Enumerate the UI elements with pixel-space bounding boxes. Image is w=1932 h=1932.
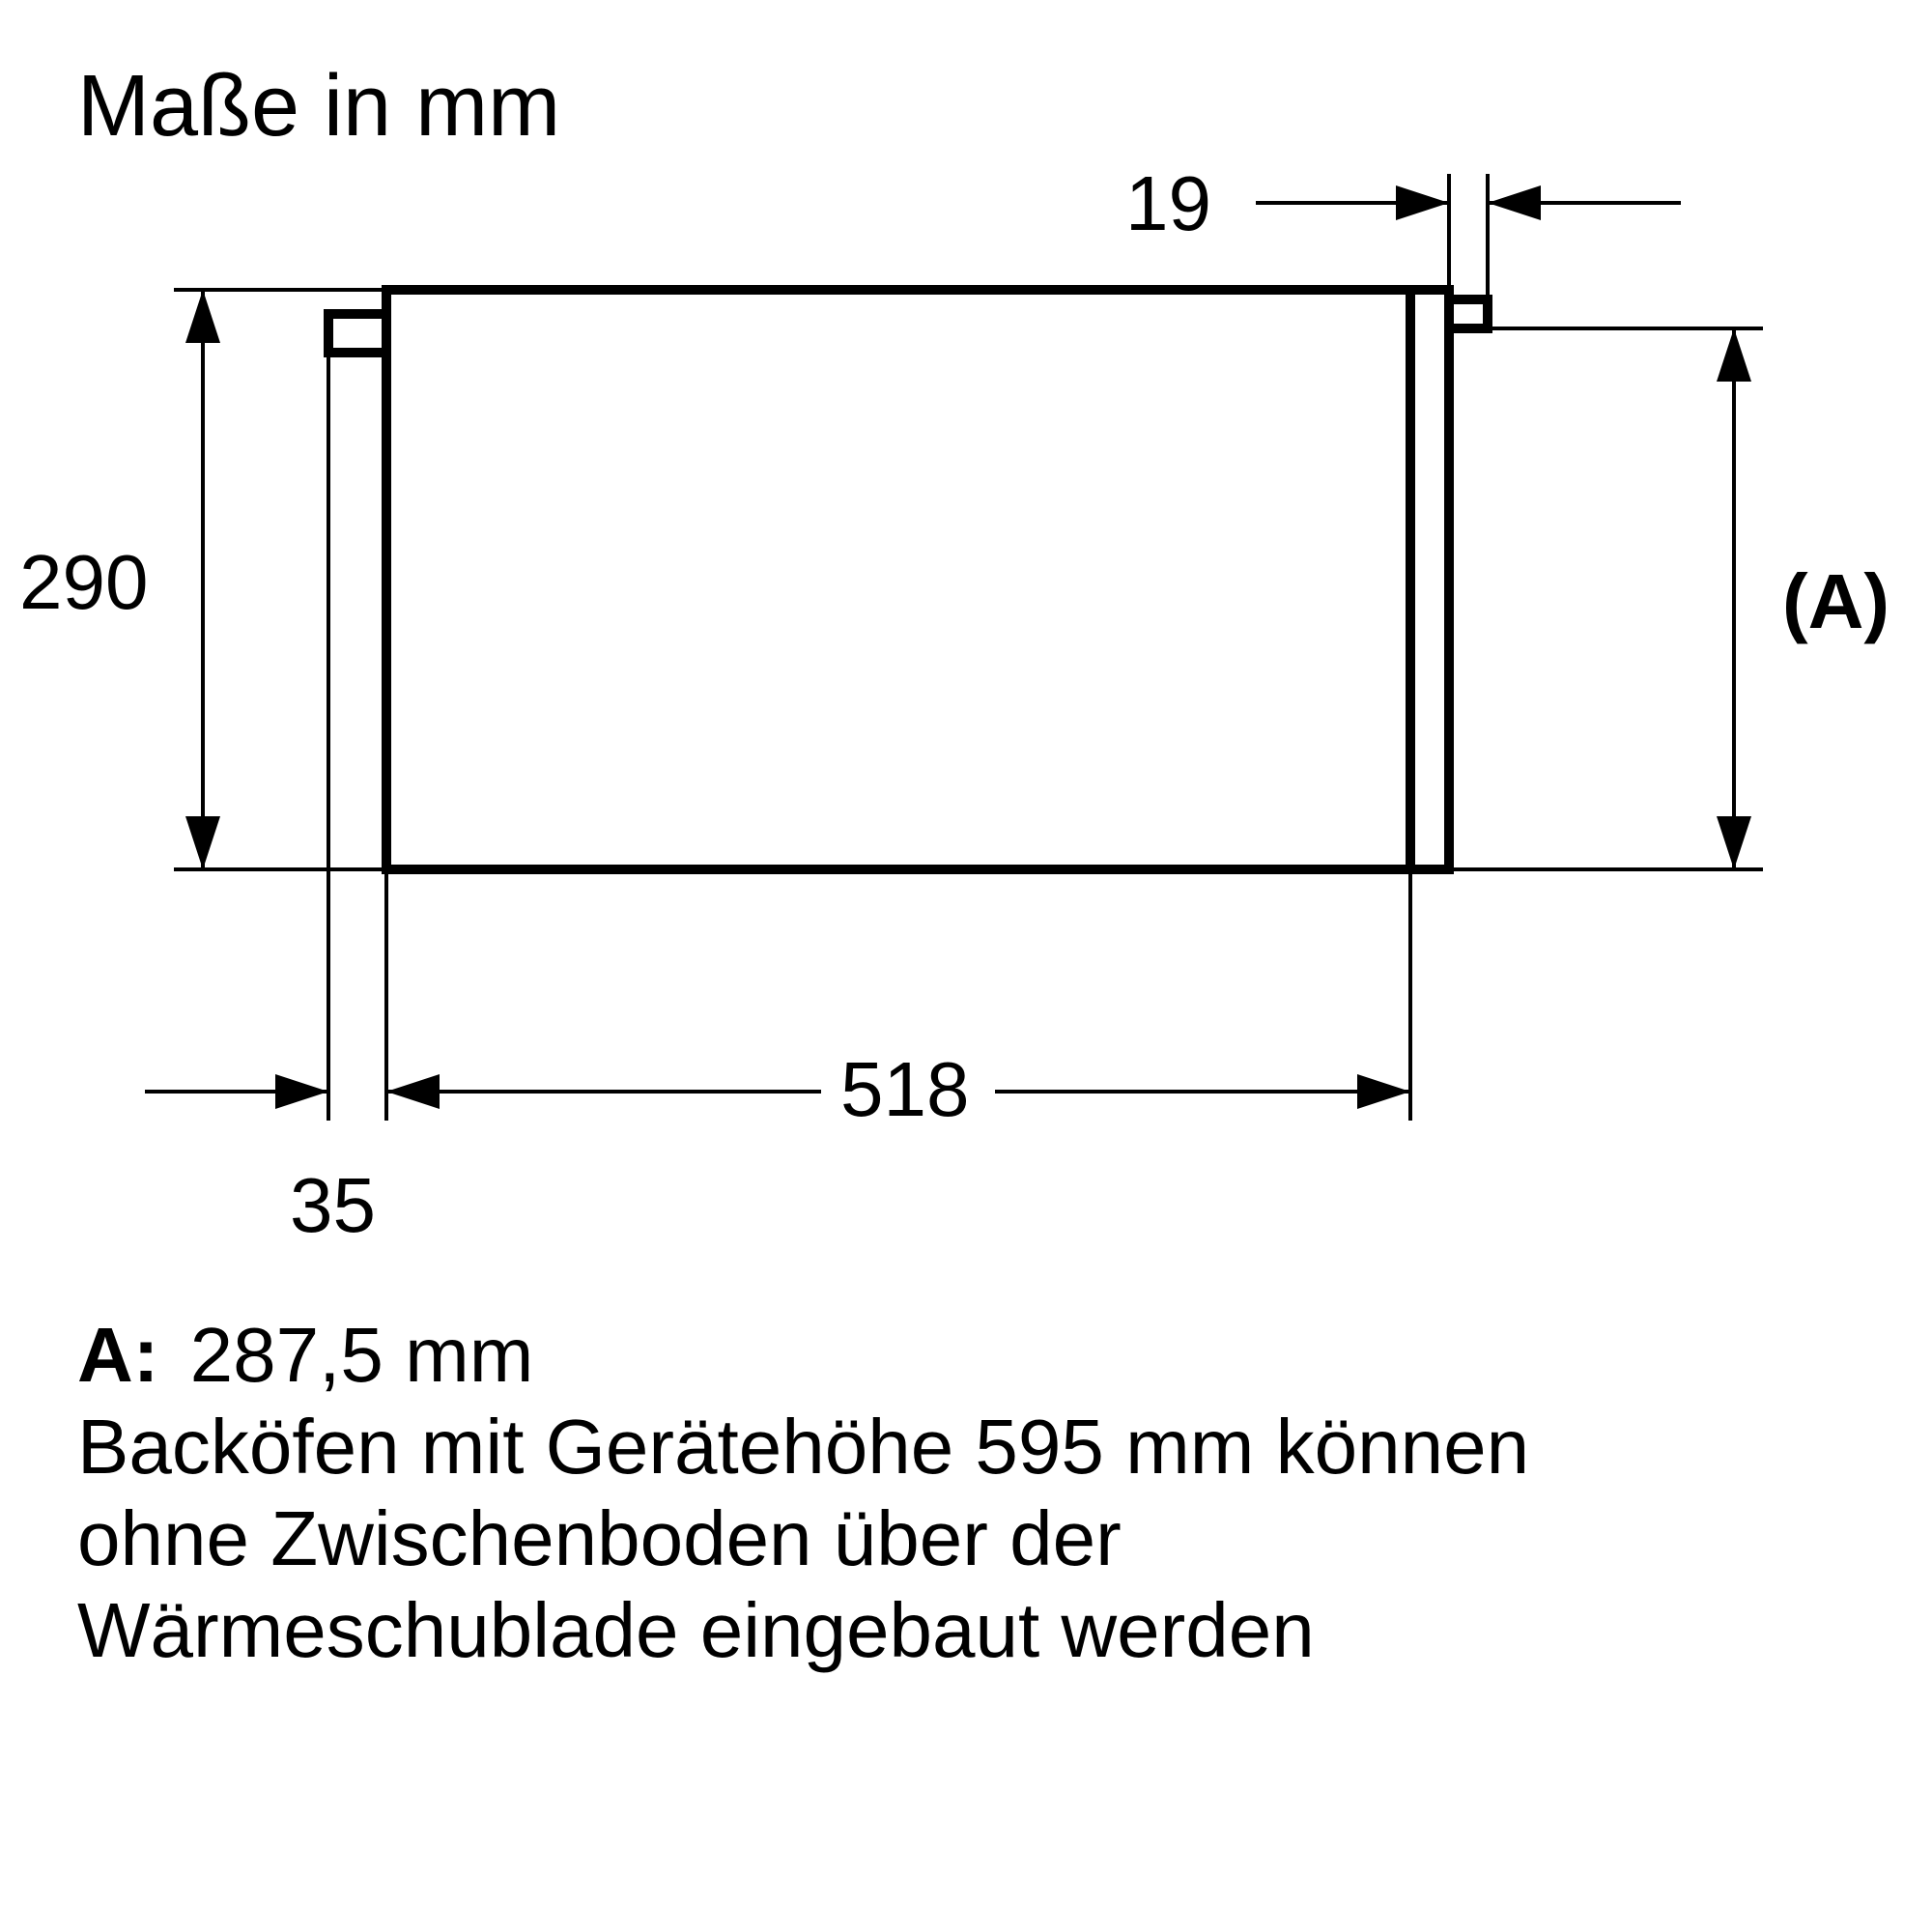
footer-a-value: 287,5 mm <box>190 1312 534 1398</box>
front-flange <box>1449 299 1488 328</box>
arrowhead-icon <box>1396 185 1449 220</box>
dim-width: 518 <box>840 1046 969 1132</box>
appliance-outline <box>386 290 1449 869</box>
arrowhead-icon <box>386 1074 440 1109</box>
dim-offset-left: 35 <box>290 1162 376 1248</box>
arrowhead-icon <box>1717 328 1751 382</box>
footer-line3: Wärmeschublade eingebaut werden <box>77 1587 1315 1673</box>
arrowhead-icon <box>185 290 220 343</box>
arrowhead-icon <box>1717 816 1751 869</box>
arrowhead-icon <box>275 1074 328 1109</box>
left-notch <box>328 314 386 353</box>
drawing-title: Maße in mm <box>77 58 560 155</box>
arrowhead-icon <box>1488 185 1541 220</box>
technical-drawing: Maße in mm 290 (A) 19 518 35 <box>0 0 1932 1932</box>
dim-height-left: 290 <box>19 539 148 625</box>
footer-line1: Backöfen mit Gerätehöhe 595 mm können <box>77 1404 1529 1490</box>
dim-height-right: (A) <box>1782 558 1889 644</box>
footer-note-a: A: 287,5 mm <box>77 1312 533 1398</box>
footer-a-label: A: <box>77 1312 158 1398</box>
arrowhead-icon <box>1357 1074 1410 1109</box>
footer-line2: ohne Zwischenboden über der <box>77 1495 1122 1581</box>
dim-top-gap: 19 <box>1125 160 1211 246</box>
arrowhead-icon <box>185 816 220 869</box>
